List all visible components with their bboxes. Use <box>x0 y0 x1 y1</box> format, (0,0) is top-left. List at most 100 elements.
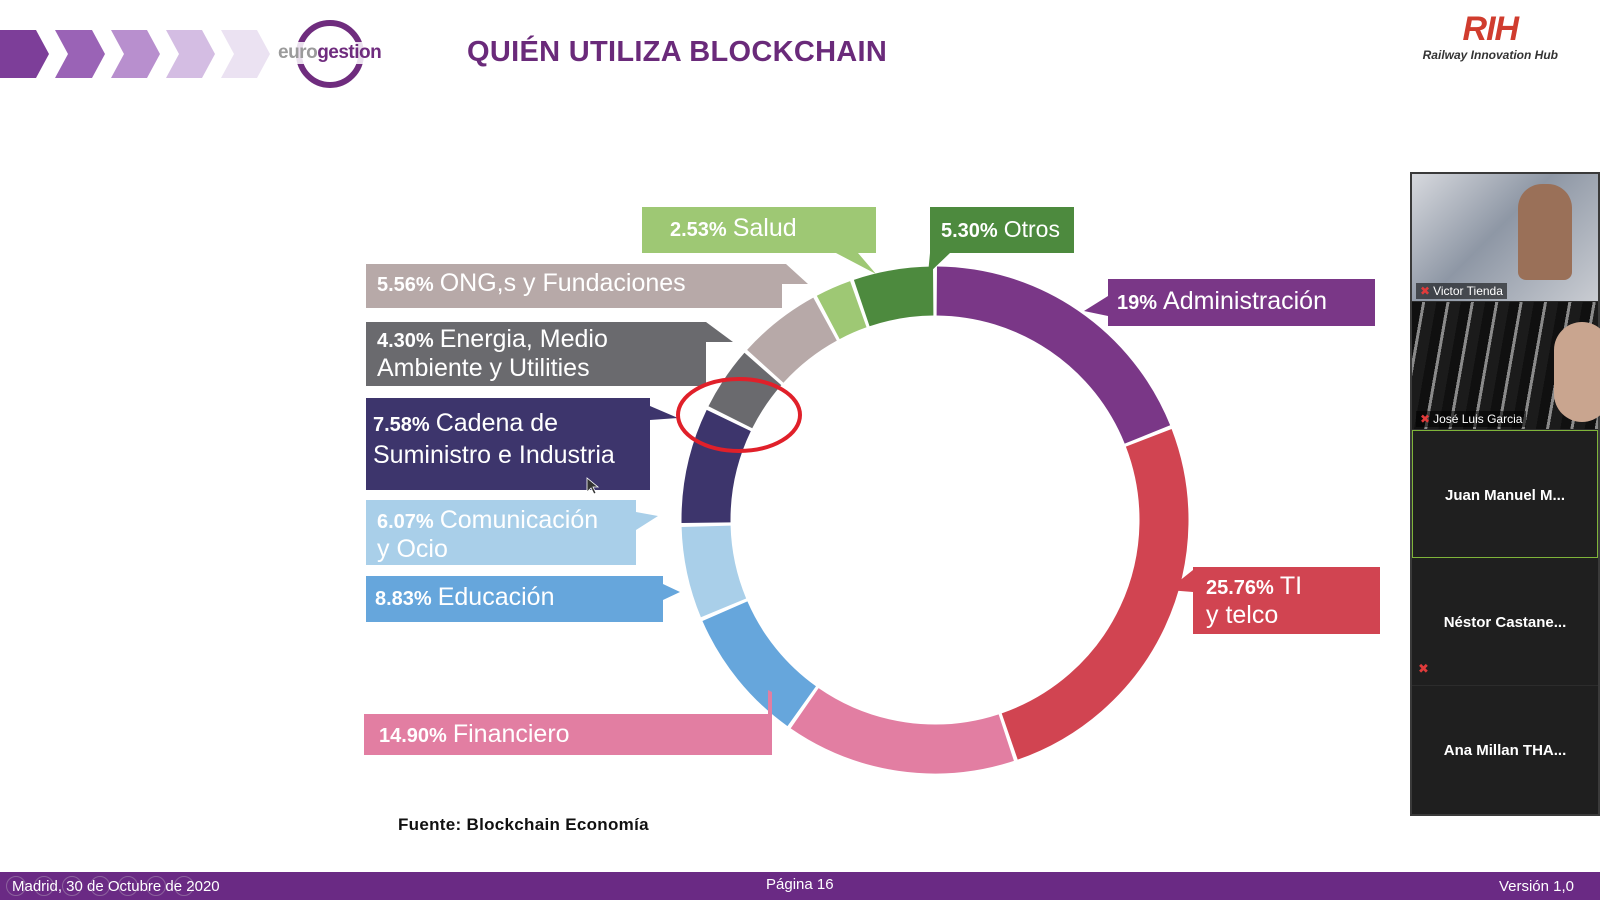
pct-ti: 25.76% <box>1206 577 1274 599</box>
participant-name: Ana Millan THA... <box>1443 742 1567 759</box>
label-salud: 2.53% Salud <box>670 215 797 244</box>
participant-tile[interactable]: Juan Manuel M... <box>1412 430 1598 558</box>
pct-salud: 2.53% <box>670 219 727 241</box>
name2-cadena: Suministro e Industria <box>373 441 615 469</box>
chevron-5 <box>221 30 270 78</box>
label-box-financiero <box>364 690 772 755</box>
highlight-circle <box>676 377 802 453</box>
name-cadena: Cadena de <box>435 409 559 437</box>
name-ti: TI <box>1279 572 1303 600</box>
donut-slice-4 <box>681 525 747 618</box>
name-financiero: Financiero <box>452 720 570 748</box>
slideshow-toolbar[interactable] <box>6 876 202 901</box>
more-icon[interactable] <box>174 876 194 896</box>
participant-tile[interactable]: Ana Millan THA... <box>1412 686 1598 814</box>
slide-title: QUIÉN UTILIZA BLOCKCHAIN <box>467 36 888 68</box>
pen-icon[interactable] <box>62 876 82 896</box>
mic-muted-icon: ✖ <box>1420 284 1431 298</box>
rih-subtitle: Railway Innovation Hub <box>1422 48 1558 62</box>
name2-energia: Ambiente y Utilities <box>377 354 590 382</box>
participant-name-text: Victor Tienda <box>1433 284 1503 298</box>
participant-name: ✖ José Luis Garcia <box>1416 411 1527 427</box>
label-box-ti <box>1168 567 1380 634</box>
donut-slice-7 <box>747 297 838 384</box>
participants-panel[interactable]: ✖ Victor Tienda ✖ José Luis Garcia Juan Ma… <box>1410 172 1600 816</box>
label-comunicacion: 6.07% Comunicación y Ocio <box>377 507 598 563</box>
pct-financiero: 14.90% <box>379 725 447 747</box>
name-administracion: Administración <box>1163 287 1327 315</box>
donut-slice-6 <box>708 352 782 429</box>
chevron-4 <box>166 30 215 78</box>
participant-face <box>1518 184 1572 280</box>
label-box-energia <box>366 322 733 386</box>
donut-slice-2 <box>790 687 1014 774</box>
pct-ong: 5.56% <box>377 274 434 296</box>
participant-name: Néstor Castane... <box>1443 614 1567 631</box>
name-energia: Energia, Medio <box>439 325 608 353</box>
footer-date: Madrid, 30 de Octubre de 2020 <box>12 878 220 895</box>
rih-mark: RIH <box>1462 10 1520 48</box>
donut-slice-5 <box>681 409 752 523</box>
screen-icon[interactable] <box>146 876 166 896</box>
name-comunicacion: Comunicación <box>439 506 599 534</box>
slide-footer: Madrid, 30 de Octubre de 2020 Página 16 … <box>0 872 1600 900</box>
chevron-2 <box>55 30 105 78</box>
header-chevrons <box>0 30 270 78</box>
rih-logo: RIH Railway Innovation Hub <box>1423 10 1558 62</box>
name2-ti: y telco <box>1206 601 1279 629</box>
chevron-3 <box>111 30 160 78</box>
label-box-salud <box>642 207 876 274</box>
pct-otros: 5.30% <box>941 220 998 242</box>
name-salud: Salud <box>732 214 797 242</box>
chevron-1 <box>0 30 49 78</box>
logo-text: eurogestion <box>276 42 384 64</box>
name-otros: Otros <box>1003 216 1060 242</box>
label-ti: 25.76% TI y telco <box>1206 573 1302 629</box>
participant-name-text: José Luis Garcia <box>1433 412 1523 426</box>
source-note: Fuente: Blockchain Economía <box>398 815 649 834</box>
pct-energia: 4.30% <box>377 330 434 352</box>
label-energia: 4.30% Energia, Medio Ambiente y Utilities <box>377 326 608 382</box>
zoom-icon[interactable] <box>118 876 138 896</box>
label-box-otros <box>928 207 1074 274</box>
label-box-comunicacion <box>366 500 658 565</box>
pct-administracion: 19% <box>1117 292 1158 314</box>
label-box-cadena <box>366 398 678 490</box>
prev-slide-icon[interactable] <box>6 876 26 896</box>
name2-comunicacion: y Ocio <box>377 535 448 563</box>
donut-slice-9 <box>853 266 934 327</box>
label-box-educacion <box>366 576 680 622</box>
label-educacion: 8.83% Educación <box>375 584 554 613</box>
mic-muted-icon: ✖ <box>1418 661 1429 676</box>
pct-educacion: 8.83% <box>375 588 432 610</box>
footer-page: Página 16 <box>766 876 834 893</box>
donut-slices <box>681 266 1189 774</box>
footer-version: Versión 1,0 <box>1498 878 1574 895</box>
participant-tile[interactable]: ✖ Victor Tienda <box>1412 174 1598 302</box>
name-educacion: Educación <box>437 583 555 611</box>
donut-slice-1 <box>1001 429 1189 760</box>
label-box-ong <box>366 264 808 308</box>
participant-face <box>1554 322 1600 422</box>
name-ong: ONG,s y Fundaciones <box>439 269 686 297</box>
next-slide-icon[interactable] <box>34 876 54 896</box>
donut-slice-8 <box>816 281 867 340</box>
label-boxes <box>364 207 1380 755</box>
logo-part2: gestion <box>317 42 382 63</box>
participant-name: ✖ Victor Tienda <box>1416 283 1507 299</box>
label-administracion: 19% Administración <box>1117 288 1327 317</box>
participant-tile[interactable]: Néstor Castane... ✖ <box>1412 558 1598 686</box>
label-otros: 5.30% Otros <box>941 216 1060 245</box>
participant-tile[interactable]: ✖ José Luis Garcia <box>1412 302 1600 430</box>
pct-comunicacion: 6.07% <box>377 511 434 533</box>
mic-muted-icon: ✖ <box>1420 412 1431 426</box>
participant-name: Juan Manuel M... <box>1444 487 1565 504</box>
donut-slice-0 <box>936 266 1171 444</box>
label-box-administracion <box>1084 279 1375 326</box>
label-financiero: 14.90% Financiero <box>379 721 570 750</box>
label-ong: 5.56% ONG,s y Fundaciones <box>377 270 686 299</box>
grid-icon[interactable] <box>90 876 110 896</box>
pct-cadena: 7.58% <box>373 414 430 436</box>
logo-part1: euro <box>278 42 318 63</box>
